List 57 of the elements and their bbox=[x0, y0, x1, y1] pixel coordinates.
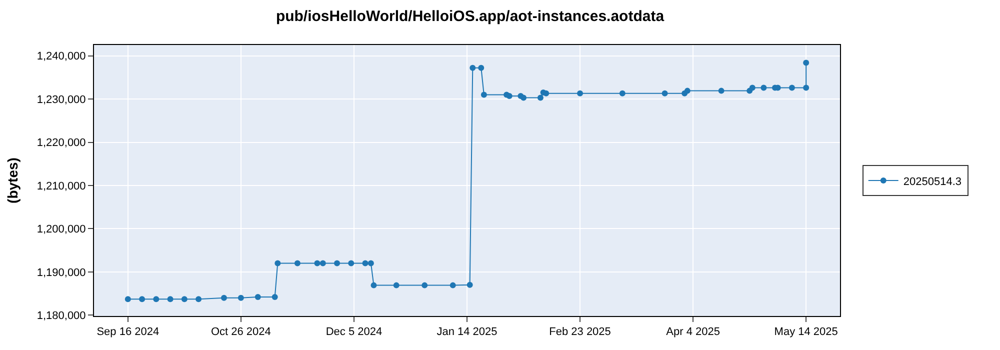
x-tick-label: Apr 4 2025 bbox=[666, 326, 720, 338]
point bbox=[760, 84, 767, 91]
x-tick-label: May 14 2025 bbox=[774, 326, 838, 338]
point bbox=[334, 260, 340, 266]
point bbox=[274, 260, 281, 266]
x-tick-label: Dec 5 2024 bbox=[326, 326, 382, 338]
point bbox=[662, 90, 668, 96]
point bbox=[254, 294, 261, 300]
y-tick-label: 1,220,000 bbox=[36, 137, 86, 150]
point bbox=[577, 90, 584, 96]
point bbox=[543, 90, 550, 96]
point bbox=[803, 84, 810, 91]
point bbox=[370, 282, 377, 288]
x-tick-label: Jan 14 2025 bbox=[436, 326, 498, 338]
point bbox=[480, 92, 487, 98]
point bbox=[181, 296, 188, 302]
point bbox=[362, 260, 368, 266]
point bbox=[348, 260, 354, 266]
point bbox=[238, 294, 244, 301]
x-tick-label: Feb 23 2025 bbox=[549, 326, 611, 338]
point bbox=[506, 93, 512, 99]
y-tick-label: 1,180,000 bbox=[36, 310, 86, 322]
legend-label: 20250514.3 bbox=[903, 176, 962, 188]
point bbox=[153, 296, 160, 302]
y-tick-label: 1,230,000 bbox=[36, 94, 86, 106]
point bbox=[470, 64, 476, 71]
y-axis-title: (bytes) bbox=[4, 158, 20, 204]
y-tick-label: 1,240,000 bbox=[36, 50, 86, 63]
point bbox=[619, 90, 626, 96]
point bbox=[520, 94, 527, 101]
chart-title: pub/iosHelloWorld/HelloiOS.app/aot-instances.aotdata bbox=[276, 8, 665, 25]
point bbox=[466, 282, 473, 288]
x-tick-label: Oct 26 2024 bbox=[210, 326, 271, 338]
point bbox=[320, 260, 326, 266]
point bbox=[220, 294, 227, 301]
point bbox=[537, 94, 544, 101]
point bbox=[272, 294, 278, 300]
point bbox=[393, 282, 400, 288]
y-tick-label: 1,190,000 bbox=[36, 266, 86, 279]
point bbox=[167, 296, 174, 302]
point bbox=[422, 282, 428, 288]
point bbox=[749, 84, 756, 91]
point bbox=[294, 260, 300, 266]
point bbox=[788, 84, 795, 91]
point bbox=[124, 296, 131, 302]
y-tick-label: 1,210,000 bbox=[36, 180, 86, 192]
point bbox=[368, 260, 374, 266]
point bbox=[450, 282, 456, 288]
point bbox=[803, 60, 810, 66]
point bbox=[478, 64, 484, 71]
point bbox=[314, 260, 320, 266]
x-tick-label: Sep 16 2024 bbox=[96, 326, 160, 338]
point bbox=[718, 88, 724, 94]
y-tick-label: 1,200,000 bbox=[36, 224, 86, 236]
point bbox=[196, 296, 202, 302]
point bbox=[139, 296, 146, 302]
point bbox=[684, 88, 690, 94]
